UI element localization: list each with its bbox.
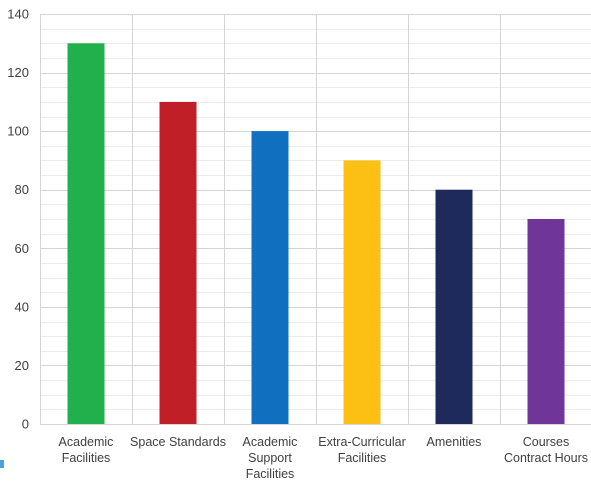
y-tick-label: 20 [15, 358, 29, 373]
selection-handle-mark [0, 460, 4, 468]
y-tick-label: 140 [7, 7, 29, 22]
grid [40, 14, 591, 425]
x-category-label-line: Contract Hours [504, 451, 588, 465]
x-category-label-line: Facilities [62, 451, 111, 465]
x-category-label-line: Courses [523, 435, 570, 449]
x-category-label: Academic Support Facilities [243, 435, 298, 479]
x-category-label-line: Support [248, 451, 292, 465]
bar [435, 189, 473, 424]
y-axis: 0 20 40 60 80 100 120 140 [7, 7, 29, 432]
y-tick-label: 100 [7, 124, 29, 139]
x-category-label-line: Extra-Curricular [318, 435, 406, 449]
bars [67, 43, 565, 425]
x-category-label: Amenities [427, 435, 482, 449]
y-tick-label: 60 [15, 241, 29, 256]
y-tick-label: 0 [22, 417, 29, 432]
bar [527, 219, 565, 424]
y-tick-label: 80 [15, 182, 29, 197]
y-tick-label: 40 [15, 299, 29, 314]
x-category-label: Courses Contract Hours [504, 435, 588, 465]
x-category-label-line: Facilities [246, 467, 295, 479]
x-category-label-line: Space Standards [130, 435, 226, 449]
x-category-label: Space Standards [130, 435, 226, 449]
bar [159, 101, 197, 425]
x-category-label: Extra-Curricular Facilities [318, 435, 406, 465]
bar [67, 43, 105, 425]
x-category-label-line: Facilities [338, 451, 387, 465]
x-category-label-line: Academic [59, 435, 114, 449]
x-category-label-line: Amenities [427, 435, 482, 449]
bar [343, 160, 381, 424]
y-tick-label: 120 [7, 65, 29, 80]
x-category-label-line: Academic [243, 435, 298, 449]
x-category-label: Academic Facilities [59, 435, 114, 465]
x-axis: Academic Facilities Space Standards Academi… [59, 435, 588, 481]
bar [251, 131, 289, 424]
